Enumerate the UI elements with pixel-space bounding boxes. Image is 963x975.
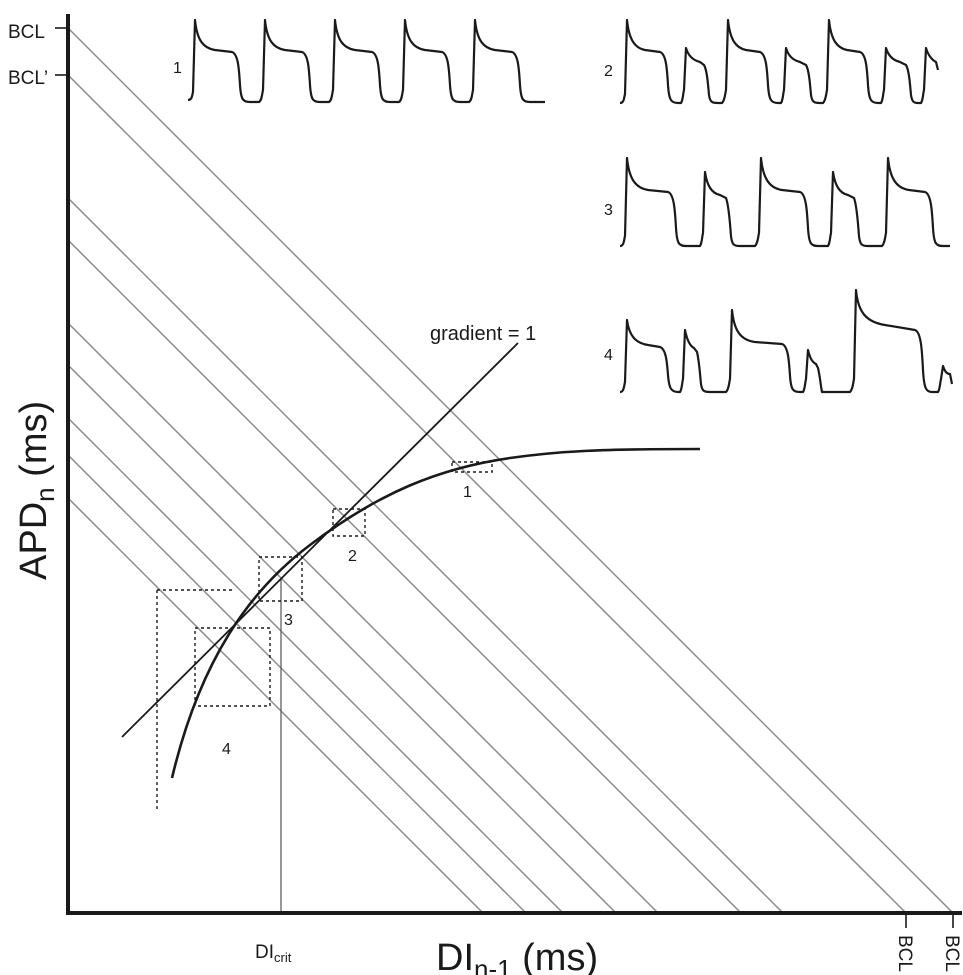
box-label-4: 4 (222, 741, 231, 758)
x-tick-label-bcl: BCL (941, 935, 962, 972)
y-axis-label-unit: (ms) (13, 401, 55, 488)
gradient-line (121, 342, 519, 738)
y-tick-label-bcl-prime: BCL’ (8, 68, 48, 89)
x-axis-label-unit: (ms) (512, 937, 599, 975)
trace-label-4: 4 (604, 347, 613, 364)
trace-label-3: 3 (604, 202, 613, 219)
iteration-box-3 (258, 556, 303, 602)
bcl-line-3 (67, 197, 784, 914)
x-axis-label-sub: n-1 (474, 954, 512, 975)
di-crit-label: DIcrit (255, 942, 292, 965)
gradient-label: gradient = 1 (430, 323, 536, 345)
trace-label-1: 1 (173, 60, 182, 77)
box-label-3: 3 (284, 612, 293, 629)
bcl-line (67, 27, 954, 914)
bcl-line-6 (67, 364, 617, 914)
bcl-line-8 (67, 454, 527, 914)
bcl-line-9 (67, 497, 484, 914)
restitution-curve (170, 447, 701, 779)
box-label-2: 2 (348, 548, 357, 565)
bcl-prime-line (67, 74, 907, 914)
iteration-box-4b (156, 589, 235, 810)
bcl-line-7 (67, 417, 564, 914)
ap-trace-1 (187, 18, 545, 104)
ap-trace-3 (619, 156, 950, 248)
bcl-diagonal-lines (67, 27, 954, 914)
y-axis-label-sub: n (30, 487, 60, 501)
iteration-box-2 (332, 508, 366, 537)
iteration-box-4a (194, 627, 271, 707)
x-axis-label: DIn-1 (ms) (436, 937, 598, 975)
trace-label-2: 2 (604, 63, 613, 80)
x-axis-label-main: DI (436, 937, 474, 975)
y-axis-label: APDn (ms) (13, 401, 60, 580)
ap-trace-2 (619, 18, 940, 105)
x-tick-label-bcl-prime: BCL (894, 935, 915, 972)
ap-trace-4 (619, 288, 954, 394)
y-axis-label-main: APD (13, 502, 55, 580)
bcl-line-5 (67, 322, 659, 914)
di-crit-main: DI (255, 942, 274, 963)
iteration-boxes (156, 461, 493, 810)
iteration-box-1 (451, 461, 493, 473)
bcl-line-4 (67, 239, 742, 914)
box-label-1: 1 (463, 484, 472, 501)
y-tick-label-bcl: BCL (8, 22, 45, 43)
di-crit-sub: crit (274, 950, 292, 965)
